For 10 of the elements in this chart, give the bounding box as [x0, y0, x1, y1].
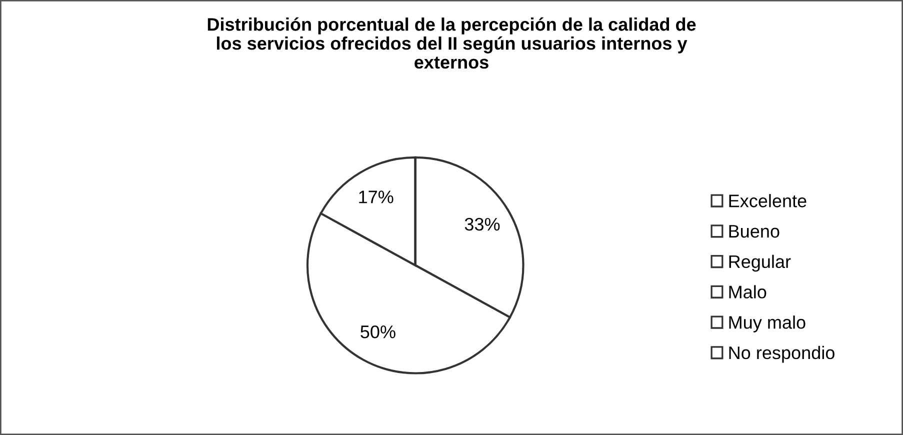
- legend-label: Regular: [729, 254, 791, 272]
- legend-label: Bueno: [729, 225, 780, 238]
- chart-title: Distribución porcentual de la percepción de la calidad de los servicios ofrecidos del II según usuarios internos y externos: [208, 17, 696, 69]
- data-label: 17%: [359, 190, 394, 204]
- legend-label: Malo: [729, 285, 766, 298]
- data-label: 33%: [464, 218, 500, 231]
- legend-label: No respondio: [729, 346, 834, 363]
- data-label: 50%: [360, 325, 396, 338]
- legend-label: Muy malo: [729, 316, 806, 332]
- legend-label: Excelente: [729, 194, 806, 208]
